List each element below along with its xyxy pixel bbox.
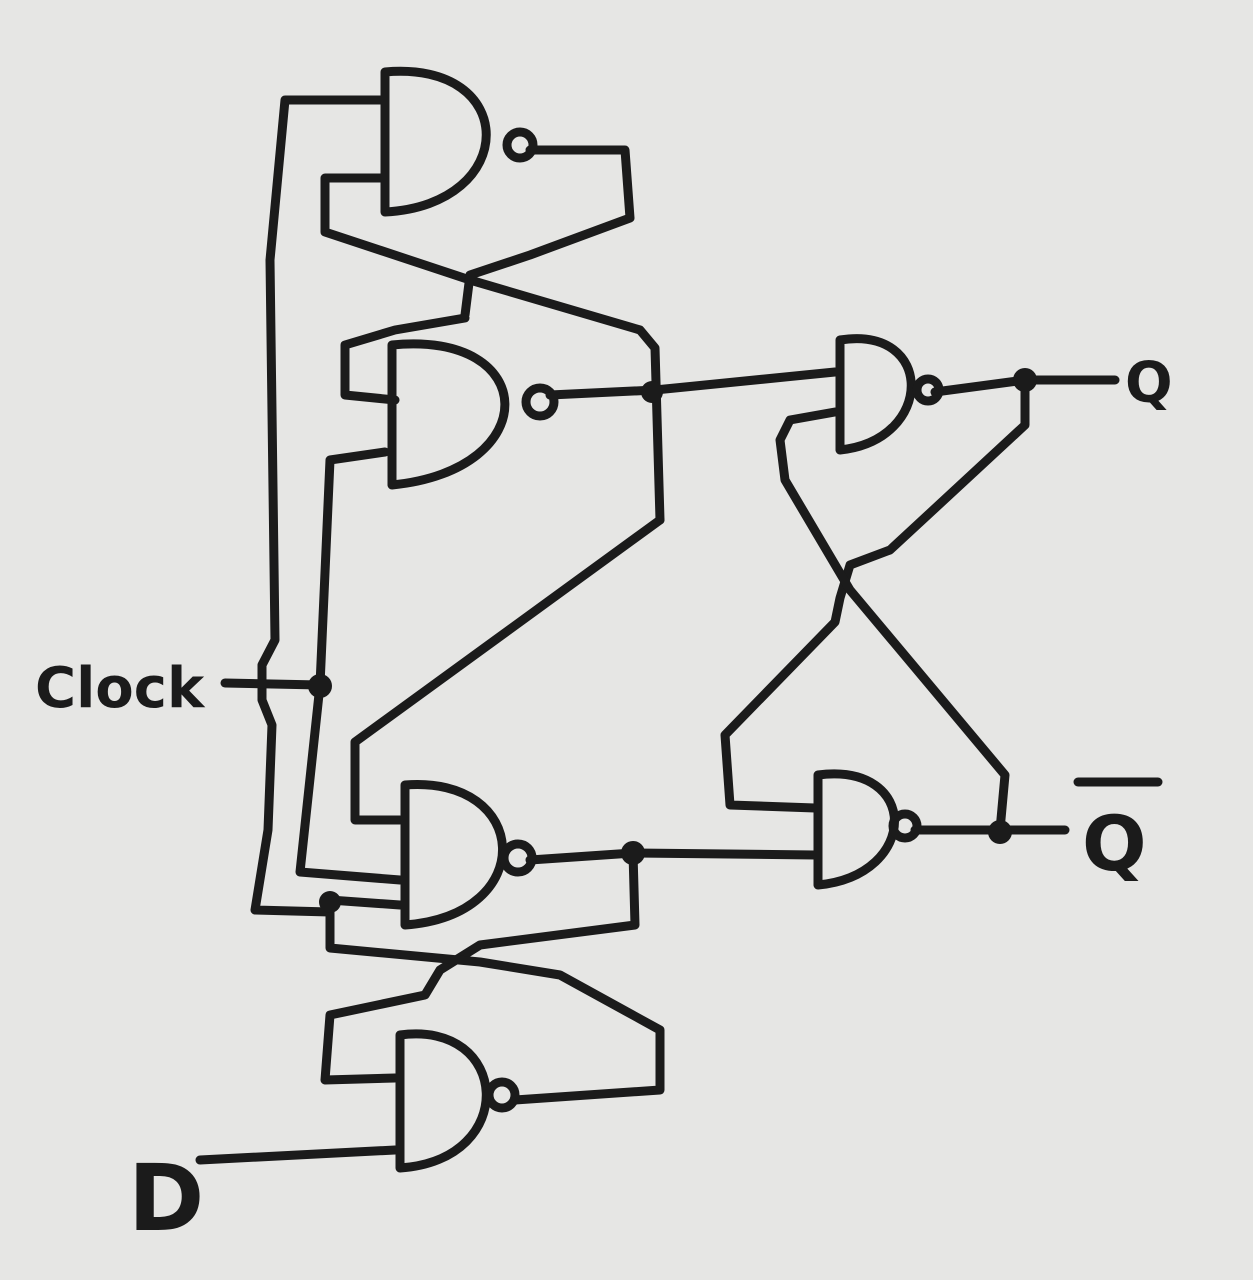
wire-lower-mid-input xyxy=(325,895,405,910)
wire-cross-qbar-to-q-gate xyxy=(775,407,1010,835)
junction-qbar xyxy=(988,820,1012,844)
q-output-label: Q xyxy=(1125,351,1173,416)
wire-lower-mid-feedback xyxy=(320,848,640,1085)
junction-upper-mid-output xyxy=(641,381,663,403)
junction-bottom-left xyxy=(319,891,341,913)
wire-d-input xyxy=(195,1145,400,1165)
wire-lower-mid-output xyxy=(525,848,820,865)
wire-upper-mid-output xyxy=(545,367,840,400)
top-nand-gate xyxy=(380,66,538,217)
junction-q xyxy=(1013,368,1037,392)
wire-diagonal-to-lower-mid xyxy=(350,515,665,825)
q-nand-gate xyxy=(835,334,944,455)
q-bar-output-label: Q xyxy=(1073,777,1163,888)
wire-clock xyxy=(220,678,325,690)
gates xyxy=(380,66,944,1173)
wire-top-gate-input-a xyxy=(250,95,390,917)
wire-top-gate-output xyxy=(460,145,635,320)
qbar-nand-gate xyxy=(813,769,922,890)
lower-middle-nand-gate xyxy=(400,780,537,930)
d-input-label: D xyxy=(128,1145,204,1252)
junction-lower-mid-output xyxy=(621,841,645,865)
q-bar-label-text: Q xyxy=(1082,799,1147,888)
upper-middle-nand-gate xyxy=(387,339,559,490)
wire-cross-q-to-qbar-gate xyxy=(720,375,1030,813)
junctions xyxy=(308,368,1037,913)
wires xyxy=(195,95,1120,1165)
junction-clock xyxy=(308,674,332,698)
bottom-nand-gate xyxy=(395,1029,520,1173)
clock-label: Clock xyxy=(35,656,206,721)
wire-bottom-gate-input xyxy=(325,907,665,1105)
wire-upper-mid-input-a xyxy=(340,313,470,405)
